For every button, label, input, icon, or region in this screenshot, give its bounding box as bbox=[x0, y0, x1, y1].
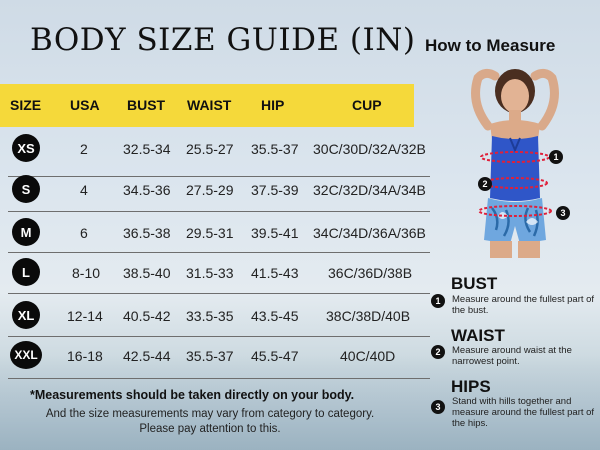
row-divider bbox=[8, 176, 430, 177]
bust-marker-icon: 1 bbox=[549, 150, 563, 164]
header-usa: USA bbox=[70, 97, 100, 113]
waist-cell: 33.5-35 bbox=[186, 308, 234, 324]
row-divider bbox=[8, 293, 430, 294]
hip-cell: 45.5-47 bbox=[251, 348, 299, 364]
hip-cell: 39.5-41 bbox=[251, 225, 299, 241]
table-row: S 4 34.5-36 27.5-29 37.5-39 32C/32D/34A/… bbox=[0, 165, 430, 213]
header-hip: HIP bbox=[261, 97, 285, 113]
cup-cell: 40C/40D bbox=[340, 348, 396, 364]
bust-cell: 36.5-38 bbox=[123, 225, 171, 241]
usa-cell: 12-14 bbox=[67, 308, 103, 324]
hip-cell: 35.5-37 bbox=[251, 141, 299, 157]
bust-heading: BUST bbox=[451, 274, 498, 293]
usa-cell: 6 bbox=[80, 225, 88, 241]
waist-cell: 35.5-37 bbox=[186, 348, 234, 364]
hip-measure-line bbox=[478, 205, 552, 217]
bust-cell: 32.5-34 bbox=[123, 141, 171, 157]
row-divider bbox=[8, 378, 430, 379]
header-bust: BUST bbox=[127, 97, 166, 113]
how-to-measure-heading: How to Measure bbox=[425, 36, 556, 55]
measurement-note: *Measurements should be taken directly o… bbox=[30, 388, 355, 402]
usa-cell: 8-10 bbox=[72, 265, 101, 281]
bust-cell: 40.5-42 bbox=[123, 308, 171, 324]
measurement-disclaimer: And the size measurements may vary from … bbox=[45, 408, 375, 435]
size-badge: XS bbox=[12, 134, 40, 162]
cup-cell: 32C/32D/34A/34B bbox=[313, 182, 426, 198]
usa-cell: 4 bbox=[80, 182, 88, 198]
hips-instruction: Stand with hills together and measure ar… bbox=[452, 396, 595, 429]
neckline bbox=[509, 137, 521, 153]
hip-cell: 41.5-43 bbox=[251, 265, 299, 281]
table-row: L 8-10 38.5-40 31.5-33 41.5-43 36C/36D/3… bbox=[0, 248, 430, 296]
header-cup: CUP bbox=[352, 97, 382, 113]
row-divider bbox=[8, 336, 430, 337]
usa-cell: 16-18 bbox=[67, 348, 103, 364]
table-row: XL 12-14 40.5-42 33.5-35 43.5-45 38C/38D… bbox=[0, 291, 430, 339]
cup-cell: 38C/38D/40B bbox=[326, 308, 411, 324]
bust-cell: 38.5-40 bbox=[123, 265, 171, 281]
header-size: SIZE bbox=[10, 97, 42, 113]
size-badge: M bbox=[12, 218, 40, 246]
usa-cell: 2 bbox=[80, 141, 88, 157]
row-divider bbox=[8, 252, 430, 253]
waist-marker-icon: 2 bbox=[478, 177, 492, 191]
hip-cell: 43.5-45 bbox=[251, 308, 299, 324]
swim-shorts bbox=[484, 198, 546, 244]
bust-cell: 42.5-44 bbox=[123, 348, 171, 364]
table-row: XS 2 32.5-34 25.5-27 35.5-37 30C/30D/32A… bbox=[0, 124, 430, 172]
size-badge: XL bbox=[12, 301, 40, 329]
table-row: M 6 36.5-38 29.5-31 39.5-41 34C/34D/36A/… bbox=[0, 208, 430, 256]
shorts-leaves bbox=[498, 212, 538, 225]
waist-cell: 29.5-31 bbox=[186, 225, 234, 241]
right-leg bbox=[518, 241, 540, 258]
left-leg bbox=[490, 241, 512, 258]
number-badge-icon: 3 bbox=[431, 400, 445, 414]
sea-background bbox=[0, 355, 600, 450]
number-badge-icon: 2 bbox=[431, 345, 445, 359]
row-divider bbox=[8, 211, 430, 212]
page-title: BODY SIZE GUIDE (IN) bbox=[30, 22, 416, 58]
hip-cell: 37.5-39 bbox=[251, 182, 299, 198]
cup-cell: 30C/30D/32A/32B bbox=[313, 141, 426, 157]
table-row: XXL 16-18 42.5-44 35.5-37 45.5-47 40C/40… bbox=[0, 331, 430, 379]
waist-instruction: Measure around waist at the narrowest po… bbox=[452, 345, 572, 367]
left-arm bbox=[471, 68, 500, 131]
hip-marker-icon: 3 bbox=[556, 206, 570, 220]
waist-cell: 27.5-29 bbox=[186, 182, 234, 198]
size-badge: XXL bbox=[10, 341, 42, 369]
head bbox=[501, 79, 529, 113]
cup-cell: 34C/34D/36A/36B bbox=[313, 225, 426, 241]
hips-heading: HIPS bbox=[451, 377, 491, 396]
table-header-band bbox=[0, 84, 414, 127]
size-badge: L bbox=[12, 258, 40, 286]
header-waist: WAIST bbox=[187, 97, 232, 113]
bust-cell: 34.5-36 bbox=[123, 182, 171, 198]
model-figure bbox=[471, 68, 559, 258]
shorts-pattern bbox=[490, 207, 539, 237]
neck bbox=[509, 110, 521, 122]
cup-cell: 36C/36D/38B bbox=[328, 265, 413, 281]
shoulders bbox=[490, 120, 540, 140]
waist-cell: 31.5-33 bbox=[186, 265, 234, 281]
swimsuit-top bbox=[490, 136, 540, 201]
size-badge: S bbox=[12, 175, 40, 203]
right-arm bbox=[530, 68, 559, 131]
waist-cell: 25.5-27 bbox=[186, 141, 234, 157]
bust-instruction: Measure around the fullest part of the b… bbox=[452, 294, 595, 316]
number-badge-icon: 1 bbox=[431, 294, 445, 308]
waist-heading: WAIST bbox=[451, 326, 505, 345]
